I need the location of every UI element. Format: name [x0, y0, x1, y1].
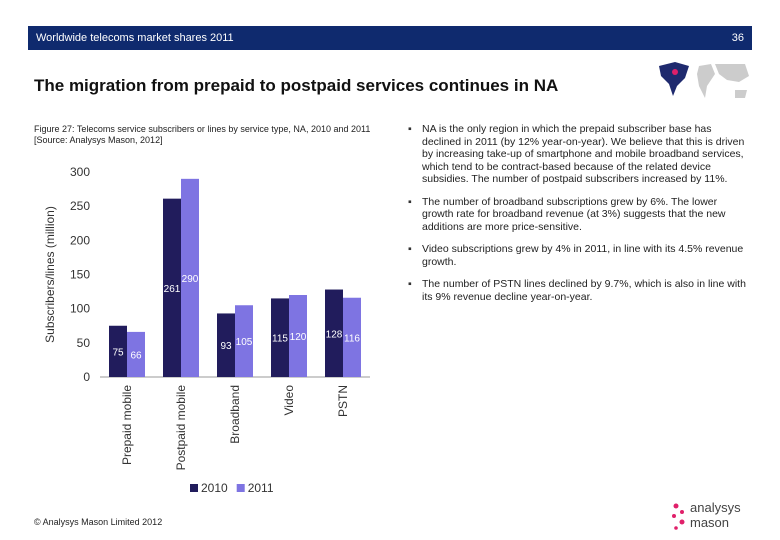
logo-text: analysys	[690, 500, 741, 515]
data-label: 105	[236, 337, 253, 348]
data-label: 120	[290, 332, 307, 343]
header-bar: Worldwide telecoms market shares 2011 36	[28, 26, 752, 50]
x-tick-label: Broadband	[228, 385, 242, 444]
x-tick-label: Prepaid mobile	[120, 385, 134, 465]
world-map	[659, 62, 749, 98]
legend-swatch	[236, 484, 245, 492]
data-label: 75	[112, 347, 124, 358]
data-label: 128	[326, 329, 343, 340]
bar	[217, 313, 235, 377]
bar	[289, 295, 307, 377]
data-label: 115	[272, 334, 288, 345]
bar	[181, 178, 199, 377]
figure-caption: Figure 27: Telecoms service subscribers …	[34, 124, 371, 145]
y-tick-label: 300	[70, 165, 90, 179]
y-tick-label: 0	[83, 370, 90, 384]
bar	[271, 298, 289, 377]
y-tick-label: 150	[70, 268, 90, 282]
data-label: 290	[182, 274, 199, 285]
data-label: 66	[130, 350, 142, 361]
bar	[127, 331, 145, 377]
bullet: NA is the only region in which the prepa…	[406, 123, 751, 186]
x-tick-label: Video	[282, 385, 296, 416]
bullet: The number of PSTN lines declined by 9.7…	[406, 278, 751, 303]
logo-text: mason	[690, 515, 729, 530]
bar	[163, 198, 181, 377]
data-label: 93	[220, 341, 232, 352]
legend-swatch	[190, 484, 198, 492]
x-tick-label: Postpaid mobile	[174, 385, 188, 471]
data-label: 116	[344, 333, 360, 344]
x-tick-label: PSTN	[336, 385, 350, 417]
bar	[343, 297, 361, 377]
chart: Subscribers/lines (million) 0 50 100 150 200 2…	[43, 165, 370, 495]
y-tick-label: 50	[77, 336, 91, 350]
data-label: 261	[164, 284, 181, 295]
y-tick-label: 100	[70, 302, 90, 316]
bar	[235, 305, 253, 377]
bar	[109, 325, 127, 377]
y-axis-label: Subscribers/lines (million)	[43, 206, 57, 343]
page-number: 36	[731, 32, 744, 44]
legend-label: 2011	[248, 481, 274, 495]
slide-title: The migration from prepaid to postpaid s…	[34, 76, 559, 95]
legend-label: 2010	[201, 481, 228, 495]
logo: analysys mason	[672, 500, 741, 530]
y-tick-label: 250	[70, 199, 90, 213]
y-tick-label: 200	[70, 233, 90, 247]
bullet: Video subscriptions grew by 4% in 2011, …	[406, 243, 751, 268]
footer: © Analysys Mason Limited 2012	[34, 517, 163, 527]
header-title: Worldwide telecoms market shares 2011	[36, 32, 234, 44]
bullet-list: NA is the only region in which the prepa…	[406, 123, 751, 313]
bullet: The number of broadband subscriptions gr…	[406, 196, 751, 234]
bar	[325, 289, 343, 377]
